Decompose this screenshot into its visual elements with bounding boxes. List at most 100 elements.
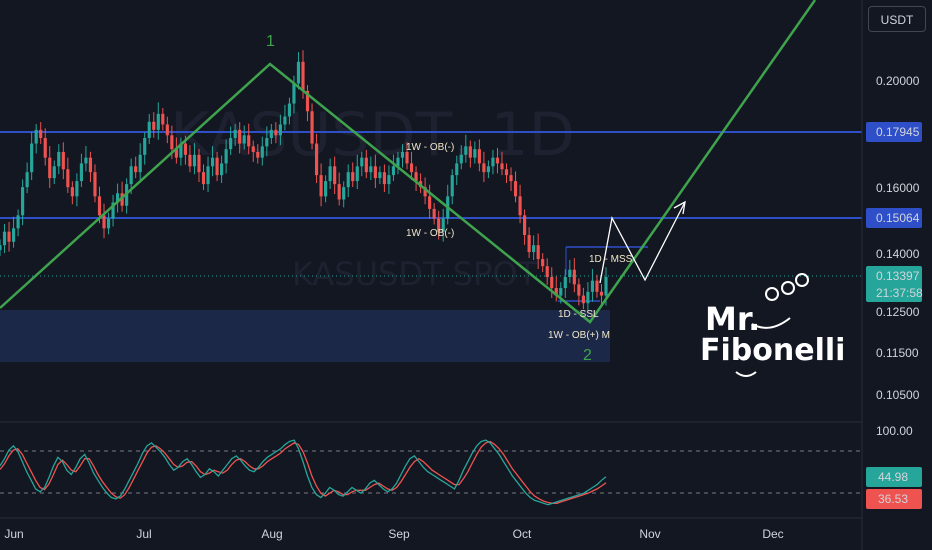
candle-body	[568, 269, 572, 277]
candle-body	[577, 284, 581, 296]
candle-body	[351, 172, 355, 182]
candle-body	[409, 163, 414, 173]
candle-body	[66, 169, 70, 188]
candle-body	[468, 146, 472, 158]
osc-d-label-bg	[866, 489, 922, 509]
candle-body	[541, 259, 545, 267]
candle-body	[518, 196, 522, 216]
candle-body	[432, 208, 436, 219]
candle-body	[455, 163, 459, 176]
price-tick: 0.20000	[876, 74, 920, 88]
candle-body	[229, 138, 233, 150]
candle-body	[43, 138, 47, 158]
price-tick: 0.12500	[876, 305, 920, 319]
candle-body	[143, 138, 147, 155]
candle-body	[120, 193, 124, 206]
symbol-watermark: KASUSDT, 1D	[170, 100, 575, 170]
candle-body	[296, 61, 301, 84]
candle-body	[170, 135, 174, 150]
candle-body	[206, 166, 210, 185]
candles	[0, 50, 608, 312]
candle-body	[563, 276, 567, 289]
candle-body	[161, 113, 165, 125]
candle-body	[319, 175, 323, 197]
candle-body	[473, 149, 477, 158]
level-label-upper-bg	[866, 122, 922, 142]
mustache-icon	[735, 371, 757, 377]
candle-body	[477, 149, 481, 164]
osc-k-label-bg	[866, 467, 922, 487]
candle-body	[364, 157, 368, 173]
projection-path	[599, 201, 686, 284]
candle-body	[247, 135, 251, 147]
symbol-watermark-small: KASUSDT SPOT	[292, 255, 538, 293]
candle-body	[536, 245, 540, 260]
time-tick: Nov	[639, 527, 660, 541]
candle-body	[301, 61, 305, 91]
candle-body	[25, 172, 29, 188]
candle-body	[509, 175, 513, 182]
candle-body	[220, 163, 224, 176]
candle-body	[52, 166, 56, 179]
candle-body	[274, 129, 278, 136]
candle-body	[428, 196, 432, 209]
candle-body	[486, 166, 491, 173]
candle-body	[491, 157, 495, 167]
candle-body	[11, 228, 16, 242]
candle-body	[269, 129, 273, 139]
candle-body	[305, 90, 310, 112]
logo-line1: Mr.	[705, 300, 760, 338]
candle-body	[84, 157, 88, 164]
candle-body	[504, 169, 509, 176]
candle-body	[396, 157, 400, 167]
logo-arrow-icon	[751, 317, 791, 329]
currency-button[interactable]: USDT	[868, 6, 926, 32]
candle-body	[378, 172, 382, 179]
fibonelli-logo: Mr. Fibonelli	[700, 273, 845, 377]
candle-body	[39, 129, 43, 139]
wave-line	[0, 0, 817, 324]
candle-body	[134, 166, 138, 173]
wave-label-2: 2	[583, 347, 592, 364]
price-tick: 0.10500	[876, 388, 920, 402]
current-price-label-bg	[866, 266, 922, 302]
candle-body	[405, 151, 409, 164]
candle-body	[590, 280, 595, 292]
candle-body	[238, 129, 242, 144]
candle-body	[482, 163, 486, 173]
candle-body	[414, 172, 418, 182]
price-tick: 0.14000	[876, 247, 920, 261]
osc-k-label: 44.98	[878, 470, 908, 484]
annotation-1d-ssl: 1D - SSL	[558, 309, 599, 320]
candle-body	[256, 151, 260, 158]
candle-body	[459, 154, 463, 164]
candle-body	[21, 187, 25, 216]
annotation-1w-ob-plus: 1W - OB(+) M	[548, 330, 610, 341]
candle-body	[310, 111, 314, 144]
candle-body	[495, 157, 500, 164]
order-block-zone	[0, 310, 610, 362]
level-label-lower: 0.15064	[876, 211, 920, 225]
time-tick: Jun	[4, 527, 23, 541]
time-tick: Oct	[513, 527, 532, 541]
candle-body	[138, 154, 142, 173]
candle-body	[75, 181, 79, 197]
oscillator-d-line	[0, 440, 607, 504]
candle-body	[287, 103, 292, 117]
candle-body	[523, 215, 527, 236]
coin-icon	[781, 281, 795, 295]
candle-body	[210, 157, 215, 167]
candle-body	[595, 280, 599, 292]
candle-body	[30, 143, 34, 173]
candle-body	[500, 163, 504, 170]
candle-body	[192, 154, 197, 167]
candle-body	[328, 166, 332, 182]
candle-body	[599, 291, 604, 296]
candle-body	[292, 83, 296, 104]
logo-line2: Fibonelli	[700, 333, 845, 368]
candle-body	[400, 151, 405, 158]
annotation-1w-ob-lower: 1W - OB(-)	[406, 228, 454, 239]
candle-body	[174, 149, 178, 158]
